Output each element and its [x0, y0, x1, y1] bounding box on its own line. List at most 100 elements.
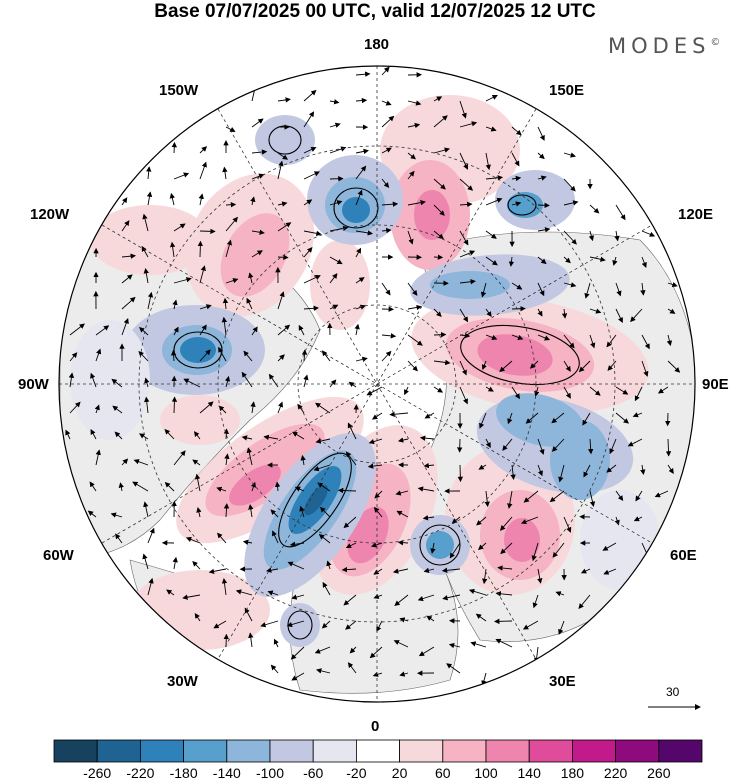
wind-arrow [392, 568, 409, 574]
wind-arrow [563, 230, 577, 245]
wind-arrow [397, 437, 409, 443]
wind-arrow [246, 447, 253, 466]
wind-arrow [433, 359, 451, 366]
wind-arrow [395, 490, 409, 496]
graticule [59, 66, 695, 702]
wind-arrow [290, 646, 305, 660]
wind-arrow [485, 197, 503, 206]
wind-arrow [511, 126, 522, 136]
lon-label-90e: 90E [702, 376, 729, 393]
wind-arrow [551, 438, 565, 452]
wind-arrow [89, 481, 97, 492]
wind-arrow [147, 291, 154, 310]
wind-arrow [584, 282, 591, 299]
wind-arrow [273, 638, 279, 648]
wind-arrow [348, 381, 357, 388]
wind-arrow [537, 438, 545, 455]
wind-arrow [347, 422, 357, 440]
lon-label-30e: 30E [549, 673, 576, 690]
wind-arrow [329, 379, 337, 388]
wind-arrow [407, 360, 418, 372]
wind-arrow [303, 199, 313, 206]
wind-arrow [172, 299, 178, 310]
wind-arrow [112, 405, 123, 414]
wind-arrow [407, 282, 418, 296]
wind-arrow [213, 620, 227, 629]
wind-arrow [459, 152, 469, 170]
wind-arrow [277, 152, 289, 160]
wind-arrow [511, 175, 522, 182]
wind-arrow [244, 607, 253, 622]
wind-arrow [475, 613, 487, 622]
wind-arrow [459, 201, 473, 208]
wind-arrow [502, 438, 513, 451]
wind-arrow [615, 308, 623, 324]
wind-arrow [430, 542, 436, 554]
wind-arrow [297, 403, 305, 414]
wind-arrow [508, 256, 515, 267]
wind-arrow [147, 577, 154, 596]
wind-arrow [602, 542, 617, 551]
wind-arrow [389, 411, 409, 417]
wind-arrow [582, 412, 591, 426]
wind-arrow [110, 512, 123, 518]
wind-arrow [641, 360, 649, 377]
wind-arrow [169, 241, 176, 258]
wind-arrow [485, 256, 498, 266]
wind-arrow [173, 277, 192, 284]
wind-arrow [300, 454, 306, 466]
wind-arrow [248, 272, 254, 284]
lon-label-90w: 90W [18, 376, 49, 393]
wind-arrow [433, 331, 447, 338]
wind-arrow [250, 481, 256, 492]
wind-arrow [141, 245, 149, 258]
wind-arrow [606, 334, 617, 348]
wind-arrow [225, 201, 237, 208]
colorbar-tick-label: -260 [83, 765, 112, 781]
wind-arrow [609, 438, 617, 455]
wind-arrow [373, 593, 383, 599]
wind-arrow [417, 486, 435, 492]
wind-arrow [329, 304, 339, 310]
wind-arrow [118, 482, 124, 492]
wind-arrow [251, 229, 265, 235]
wind-arrow [299, 505, 305, 518]
wind-arrow [433, 386, 444, 393]
wind-arrow [399, 617, 409, 623]
wind-arrow [251, 250, 263, 258]
wind-arrow [133, 459, 149, 466]
wind-arrow [241, 435, 253, 441]
wind-arrow [589, 490, 596, 507]
wind-arrow [511, 152, 520, 167]
wind-arrow [523, 490, 539, 503]
wind-arrow [246, 297, 253, 310]
wind-arrow [615, 386, 629, 395]
wind-arrow [606, 464, 617, 473]
wind-arrow [381, 115, 395, 128]
wind-arrow [369, 646, 383, 659]
wind-arrow [303, 275, 321, 284]
wind-arrow [588, 230, 594, 242]
wind-arrow [433, 96, 443, 102]
wind-arrow [433, 204, 445, 216]
wind-arrow [172, 556, 178, 570]
wind-arrow [537, 152, 545, 160]
wind-arrow [337, 487, 357, 494]
wind-arrow [563, 152, 576, 158]
wind-arrow [243, 350, 253, 362]
wind-arrow [641, 256, 647, 268]
wind-arrow [446, 663, 461, 674]
wind-arrow [368, 438, 383, 445]
wind-arrow [457, 464, 464, 483]
wind-arrow [270, 664, 279, 674]
wind-arrow [250, 401, 256, 414]
wind-arrow [121, 318, 129, 336]
wind-arrow [551, 412, 565, 424]
wind-arrow [303, 247, 313, 258]
wind-arrow [199, 146, 208, 154]
colorbar-tick-label: -140 [212, 765, 241, 781]
wind-arrow [223, 428, 230, 440]
wind-arrow [329, 273, 338, 284]
wind-arrow [476, 516, 487, 526]
wind-arrow [485, 126, 497, 132]
